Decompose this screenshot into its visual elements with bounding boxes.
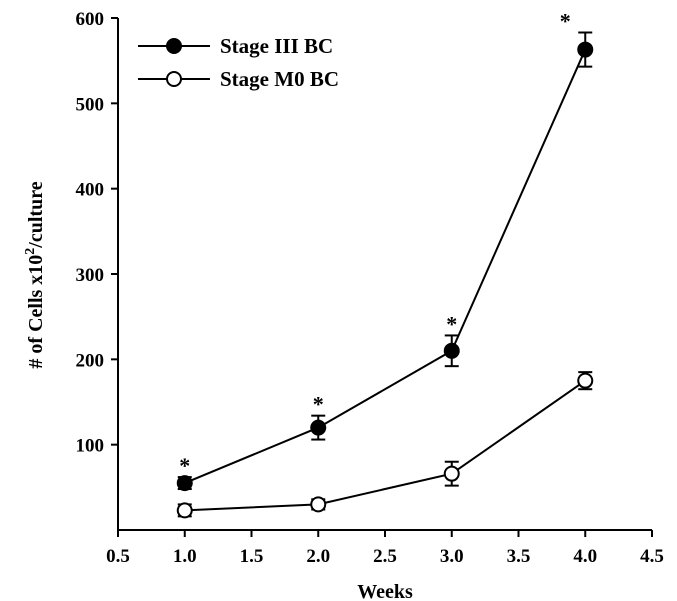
- data-point: [443, 465, 460, 482]
- data-point: [176, 502, 193, 519]
- legend-item: Stage M0 BC: [138, 67, 339, 91]
- x-tick-label: 2.5: [373, 546, 397, 567]
- legend-label: Stage M0 BC: [220, 67, 339, 91]
- y-tick-label: 100: [76, 436, 105, 457]
- x-tick-label: 0.5: [106, 546, 130, 567]
- y-axis-title: # of Cells x102/culture: [23, 181, 47, 368]
- x-tick-label: 3.0: [440, 546, 464, 567]
- x-tick-label: 4.5: [640, 546, 664, 567]
- axes: [117, 18, 652, 531]
- series-line: [184, 379, 586, 512]
- ticks: 0.5 1.0 1.5 2.0 2.5 3.0 3.5 4.0 4.5 100 200 300 400 5…: [76, 9, 664, 567]
- series-line: [184, 49, 587, 484]
- significance-marker: *: [446, 311, 457, 336]
- data-point: [443, 342, 460, 359]
- x-tick-label: 1.0: [173, 546, 197, 567]
- x-tick-label: 1.5: [240, 546, 264, 567]
- legend-item: Stage III BC: [138, 34, 333, 58]
- significance-marker: *: [560, 9, 571, 34]
- y-tick-label: 600: [76, 9, 105, 30]
- data-point: [310, 496, 327, 513]
- data-point: [577, 372, 594, 389]
- y-tick-label: 200: [76, 350, 105, 371]
- legend-marker: [166, 71, 182, 87]
- data-point: [310, 419, 327, 436]
- x-tick-label: 2.0: [306, 546, 330, 567]
- legend-marker: [166, 38, 182, 54]
- series-1: * * * *: [176, 9, 594, 492]
- x-axis-title: Weeks: [357, 581, 413, 601]
- y-axis-title-main: # of Cells x10: [25, 255, 47, 369]
- y-tick-label: 400: [76, 180, 105, 201]
- series-2: [176, 371, 594, 519]
- y-tick-label: 300: [76, 265, 105, 286]
- y-axis-title-tail: /culture: [25, 181, 47, 248]
- data-point: [176, 475, 193, 492]
- series-layer: * * * *: [176, 9, 594, 519]
- x-tick-label: 3.5: [507, 546, 531, 567]
- significance-marker: *: [179, 453, 190, 478]
- y-axis-title-superscript: 2: [23, 248, 38, 255]
- legend: Stage III BC Stage M0 BC: [138, 34, 339, 91]
- data-point: [577, 41, 594, 58]
- x-tick-label: 4.0: [573, 546, 597, 567]
- y-tick-label: 500: [76, 94, 105, 115]
- legend-label: Stage III BC: [220, 34, 333, 58]
- significance-marker: *: [313, 392, 324, 417]
